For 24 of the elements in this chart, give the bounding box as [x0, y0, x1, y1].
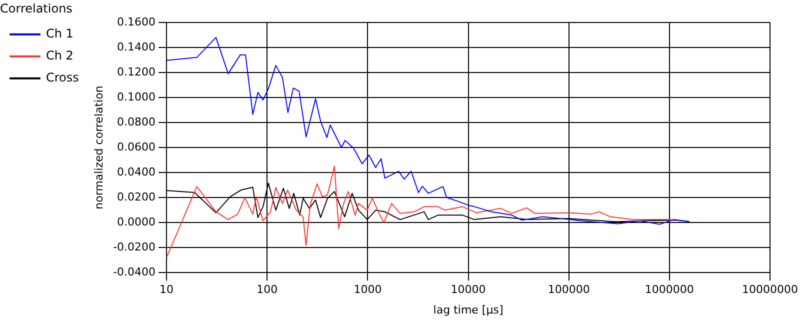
- x-tick-label: 10000: [450, 283, 486, 296]
- legend-label: Ch 1: [46, 26, 74, 41]
- x-tick-label: 10000000: [742, 283, 798, 296]
- x-axis-title: lag time [µs]: [433, 303, 504, 316]
- x-tick-label: 10: [160, 283, 174, 296]
- y-tick-label: 0.0200: [117, 190, 156, 204]
- x-tick-label: 1000: [354, 283, 382, 296]
- x-tick-label: 100: [256, 283, 278, 296]
- legend-label: Ch 2: [46, 48, 74, 63]
- y-tick-label: -0.0200: [113, 240, 156, 254]
- y-tick-label: 0.0800: [117, 115, 156, 128]
- x-tick-label: 100000: [548, 283, 590, 296]
- y-tick-label: 0.0400: [117, 165, 156, 178]
- y-axis-title: normalized correlation: [92, 86, 106, 210]
- y-tick-label: -0.0400: [113, 265, 156, 278]
- y-tick-label: 0.0000: [117, 215, 156, 228]
- y-tick-label: 0.1400: [117, 40, 156, 54]
- y-tick-label: 0.1200: [117, 65, 156, 78]
- x-tick-label: 1000000: [644, 283, 694, 296]
- y-tick-label: 0.0600: [117, 140, 156, 154]
- legend-label: Cross: [46, 70, 79, 85]
- y-tick-label: 0.1000: [117, 90, 156, 104]
- y-tick-label: 0.1600: [117, 15, 156, 28]
- text: Correlations: [0, 1, 72, 16]
